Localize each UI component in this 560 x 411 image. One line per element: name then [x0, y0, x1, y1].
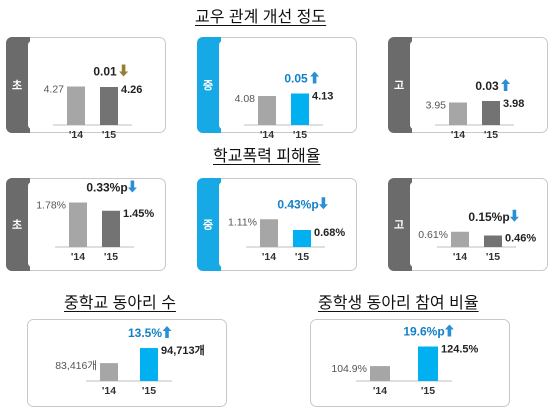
bar-2014 [370, 366, 390, 381]
school-level-label: 고 [394, 80, 404, 92]
section-title-violence: 학교폭력 피해율 [213, 148, 321, 165]
bar-2014 [449, 102, 467, 125]
change-label: 0.33%p [86, 181, 127, 195]
value-label-2015: 0.68% [314, 227, 345, 239]
tick-label-2014: '14 [260, 129, 274, 141]
value-label-2014: 4.27 [44, 84, 65, 96]
school-level-tab-fill [209, 178, 221, 271]
tick-label-2015: '15 [142, 385, 156, 397]
down-arrow-icon [127, 180, 137, 193]
value-label-2014: 83,416개 [55, 360, 97, 372]
plot-area [410, 182, 544, 267]
change-label: 0.01 [93, 65, 117, 79]
school-level-label: 초 [12, 219, 22, 232]
value-label-2015: 4.26 [121, 84, 142, 96]
change-label: 19.6%p [403, 325, 444, 339]
tick-label-2015: '15 [293, 129, 307, 141]
down-arrow-icon [509, 209, 519, 222]
plot-area [28, 182, 162, 267]
tick-label-2015: '15 [295, 251, 309, 263]
school-level-tab-fill [400, 37, 412, 133]
section-title-club-count: 중학교 동아리 수 [64, 295, 176, 312]
value-label-2015: 124.5% [441, 344, 479, 356]
change-label: 0.43%p [277, 197, 318, 211]
school-level-label: 고 [394, 220, 404, 232]
school-level-tab-fill [209, 37, 221, 133]
chart-panel-2: 고 '14 '15 3.95 3.98 0.03 [388, 37, 548, 141]
down-arrow-icon [119, 64, 129, 77]
tick-label-2014: '14 [373, 385, 387, 397]
bar-2015 [293, 230, 311, 247]
value-label-2014: 104.9% [331, 363, 367, 375]
panel-frame [27, 319, 227, 407]
bar-2015 [418, 346, 438, 381]
tick-label-2015: '15 [104, 251, 118, 263]
plot-area [28, 41, 162, 129]
chart-panel-3: 초 '14 '15 1.78% 1.45% 0.33%p [6, 178, 166, 271]
school-level-label: 중 [203, 79, 213, 92]
value-label-2014: 4.08 [235, 93, 256, 105]
up-arrow-icon [444, 324, 454, 337]
change-label: 0.03 [475, 79, 499, 93]
value-label-2014: 3.95 [426, 100, 447, 112]
bar-2014 [100, 363, 118, 381]
change-label: 0.05 [284, 72, 308, 86]
value-label-2015: 3.98 [503, 98, 524, 110]
bar-2015 [140, 348, 158, 381]
plot-area [219, 41, 353, 129]
value-label-2015: 94,713개 [161, 343, 205, 357]
chart-panel-6: '14 '15 83,416개 94,713개 13.5% [27, 319, 227, 407]
tick-label-2015: '15 [484, 129, 498, 141]
value-label-2014: 0.61% [418, 229, 448, 241]
tick-label-2014: '14 [71, 251, 85, 263]
chart-panel-0: 초 '14 '15 4.27 4.26 0.01 [6, 37, 166, 141]
tick-label-2014: '14 [69, 129, 83, 141]
up-arrow-icon [310, 71, 320, 84]
panel-frame [310, 319, 510, 407]
bar-2014 [451, 231, 469, 247]
value-label-2015: 4.13 [312, 91, 333, 103]
bar-2015 [482, 101, 500, 125]
chart-panel-4: 중 '14 '15 1.11% 0.68% 0.43%p [197, 178, 357, 271]
bar-2014 [67, 86, 85, 125]
value-label-2014: 1.11% [228, 216, 257, 228]
chart-panel-5: 고 '14 '15 0.61% 0.46% 0.15%p [388, 178, 548, 271]
school-level-label: 초 [12, 79, 22, 92]
bar-2015 [484, 235, 502, 247]
value-label-2014: 1.78% [36, 200, 66, 212]
value-label-2015: 1.45% [123, 208, 154, 220]
up-arrow-icon [501, 79, 511, 91]
section-title-friendship: 교우 관계 개선 정도 [195, 9, 327, 26]
school-level-tab-fill [400, 178, 412, 271]
down-arrow-icon [318, 197, 328, 210]
up-arrow-icon [162, 326, 172, 339]
school-level-tab-fill [18, 178, 30, 271]
bar-2014 [260, 219, 278, 247]
school-level-tab-fill [18, 37, 30, 133]
bar-2015 [102, 210, 120, 247]
bar-2014 [69, 202, 87, 247]
tick-label-2015: '15 [102, 129, 116, 141]
plot-area [219, 182, 353, 267]
plot-area [410, 41, 544, 129]
bar-2015 [100, 87, 118, 125]
tick-label-2014: '14 [451, 129, 465, 141]
tick-label-2015: '15 [421, 385, 435, 397]
chart-panel-1: 중 '14 '15 4.08 4.13 0.05 [197, 37, 357, 141]
change-label: 13.5% [128, 326, 162, 340]
bar-2014 [258, 96, 276, 125]
change-label: 0.15%p [468, 210, 509, 224]
chart-panel-7: '14 '15 104.9% 124.5% 19.6%p [310, 319, 510, 407]
tick-label-2014: '14 [262, 251, 276, 263]
school-level-label: 중 [203, 219, 213, 232]
tick-label-2015: '15 [486, 251, 500, 263]
section-title-club-participation: 중학생 동아리 참여 비율 [318, 295, 479, 312]
tick-label-2014: '14 [453, 251, 467, 263]
tick-label-2014: '14 [102, 385, 116, 397]
bar-2015 [291, 93, 309, 125]
value-label-2015: 0.46% [505, 233, 536, 245]
